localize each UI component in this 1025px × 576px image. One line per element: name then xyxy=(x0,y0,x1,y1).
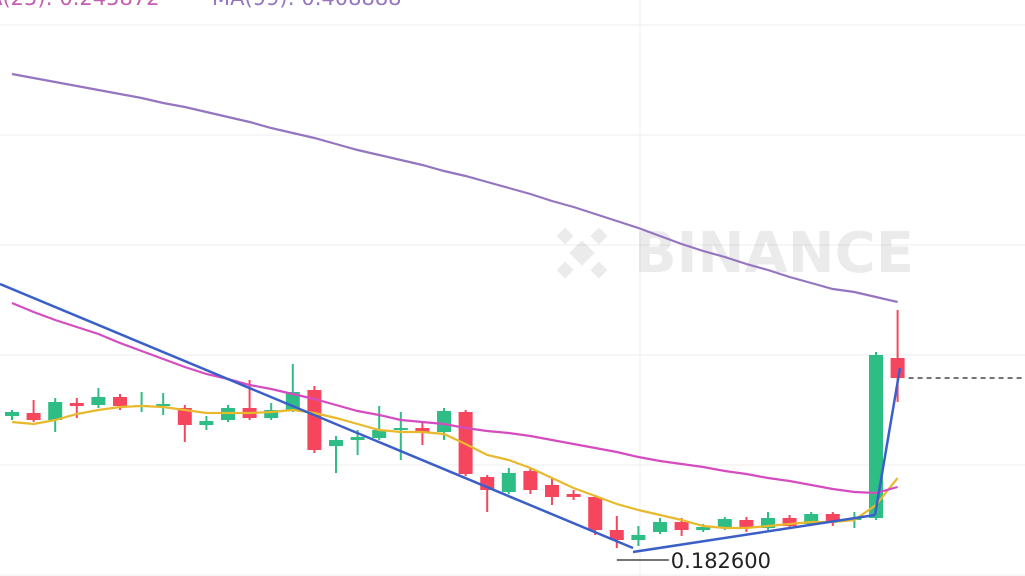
trend-line xyxy=(632,513,876,554)
candle-body xyxy=(545,485,559,497)
candle-body xyxy=(393,428,408,430)
candle-body xyxy=(653,522,667,532)
candle-body xyxy=(631,535,646,540)
candle-body xyxy=(761,518,775,528)
legend-entry: MA(99): 0.408888 xyxy=(212,0,402,10)
candle-body xyxy=(523,471,538,490)
candle-body xyxy=(739,520,754,528)
legend-entry: MA(25): 0.245872 xyxy=(0,0,160,10)
candle-body xyxy=(113,397,127,406)
low-annotation: 0.182600 xyxy=(671,549,771,573)
candle-body xyxy=(825,514,840,522)
candle-body xyxy=(609,530,624,540)
candle-body xyxy=(890,358,905,378)
candle-body xyxy=(717,519,732,528)
candle-body xyxy=(329,440,343,446)
candle-body xyxy=(566,494,581,497)
watermark-text: BINANCE xyxy=(634,221,914,286)
candle-body xyxy=(696,527,711,530)
candle-body xyxy=(69,403,84,406)
candle-body xyxy=(5,412,19,416)
ma-line xyxy=(11,404,899,530)
candle-body xyxy=(804,514,819,524)
candle-body xyxy=(264,410,279,418)
ma-line xyxy=(11,301,898,495)
candle-body xyxy=(350,437,365,440)
candle-body xyxy=(674,522,689,530)
candle-body xyxy=(199,421,214,425)
legend: MA(25): 0.245872 MA(99): 0.408888 xyxy=(0,0,402,10)
candle-body xyxy=(156,404,171,406)
candle-body xyxy=(91,397,106,405)
candle-body xyxy=(307,390,322,450)
trend-line xyxy=(873,367,902,516)
candle-body xyxy=(48,402,63,420)
candle-body xyxy=(437,411,451,432)
candle-body xyxy=(869,355,883,518)
trend-line xyxy=(0,282,634,550)
candle-body xyxy=(415,428,430,432)
candle-body xyxy=(782,518,797,526)
ma-line xyxy=(11,72,898,304)
candle-body xyxy=(372,430,387,438)
candle-body xyxy=(177,408,192,425)
candle-body xyxy=(588,497,603,530)
candle-body xyxy=(501,473,516,492)
candle-body xyxy=(26,413,41,420)
